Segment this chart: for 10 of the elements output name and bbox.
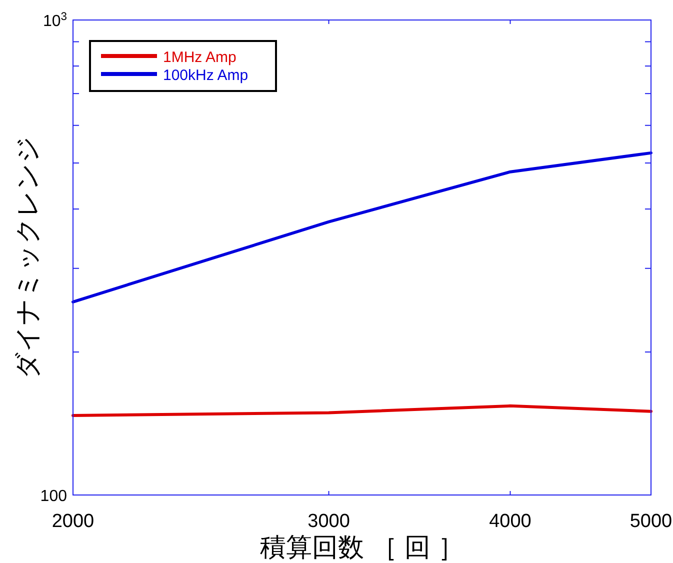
x-tick-label: 3000 [308,511,350,532]
x-tick-label: 4000 [489,511,532,532]
x-tick-label: 2000 [52,511,94,532]
legend-label: 100kHz Amp [163,67,248,84]
x-tick-label: 5000 [630,511,672,532]
x-axis-title: 積算回数 ［ 回 ］ [260,532,464,562]
y-axis-title: ダイナミックレンジ [12,136,42,379]
y-tick-label: 100 [40,488,68,505]
y-tick-label: 10$^{3}$ [42,11,67,30]
legend-label: 1MHz Amp [163,49,236,66]
